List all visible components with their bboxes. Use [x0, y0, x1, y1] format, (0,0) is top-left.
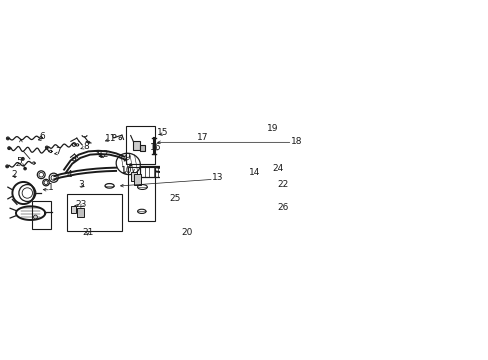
- Bar: [77, 208, 84, 217]
- Circle shape: [46, 147, 47, 148]
- Text: 1: 1: [48, 183, 54, 192]
- Text: 26: 26: [277, 203, 288, 212]
- Text: 21: 21: [82, 228, 93, 237]
- Text: 11: 11: [104, 134, 116, 143]
- Bar: [67, 194, 122, 231]
- Text: 24: 24: [271, 165, 283, 174]
- Text: 25: 25: [168, 194, 180, 203]
- Bar: [140, 145, 144, 152]
- Bar: [126, 126, 155, 164]
- Text: 16: 16: [150, 143, 162, 152]
- Circle shape: [7, 138, 8, 139]
- Circle shape: [129, 164, 131, 166]
- Text: 13: 13: [212, 174, 223, 183]
- Circle shape: [24, 168, 25, 169]
- Circle shape: [7, 166, 8, 167]
- Text: 10: 10: [121, 166, 132, 175]
- Text: 4: 4: [66, 170, 72, 179]
- Bar: [127, 167, 155, 221]
- Text: 15: 15: [157, 128, 168, 137]
- Bar: [133, 141, 140, 149]
- Text: 9: 9: [123, 153, 129, 162]
- Bar: [70, 206, 76, 213]
- Bar: [32, 201, 51, 229]
- Text: 20: 20: [181, 228, 192, 237]
- Text: 12: 12: [98, 149, 109, 158]
- Text: 5: 5: [17, 157, 22, 166]
- Bar: [134, 174, 141, 185]
- Bar: [175, 198, 182, 203]
- Text: 6: 6: [40, 132, 45, 141]
- Text: 3: 3: [78, 180, 84, 189]
- Text: 7: 7: [56, 147, 61, 156]
- Text: 8: 8: [83, 141, 88, 150]
- Text: 23: 23: [76, 200, 87, 209]
- Text: 22: 22: [277, 180, 288, 189]
- Text: 19: 19: [267, 124, 278, 133]
- Circle shape: [9, 148, 10, 149]
- Circle shape: [22, 158, 23, 159]
- Text: 17: 17: [197, 133, 208, 142]
- Text: 18: 18: [290, 137, 302, 146]
- Text: 14: 14: [248, 168, 260, 177]
- Bar: [140, 166, 171, 177]
- Text: 2: 2: [12, 170, 17, 179]
- Bar: [131, 172, 136, 181]
